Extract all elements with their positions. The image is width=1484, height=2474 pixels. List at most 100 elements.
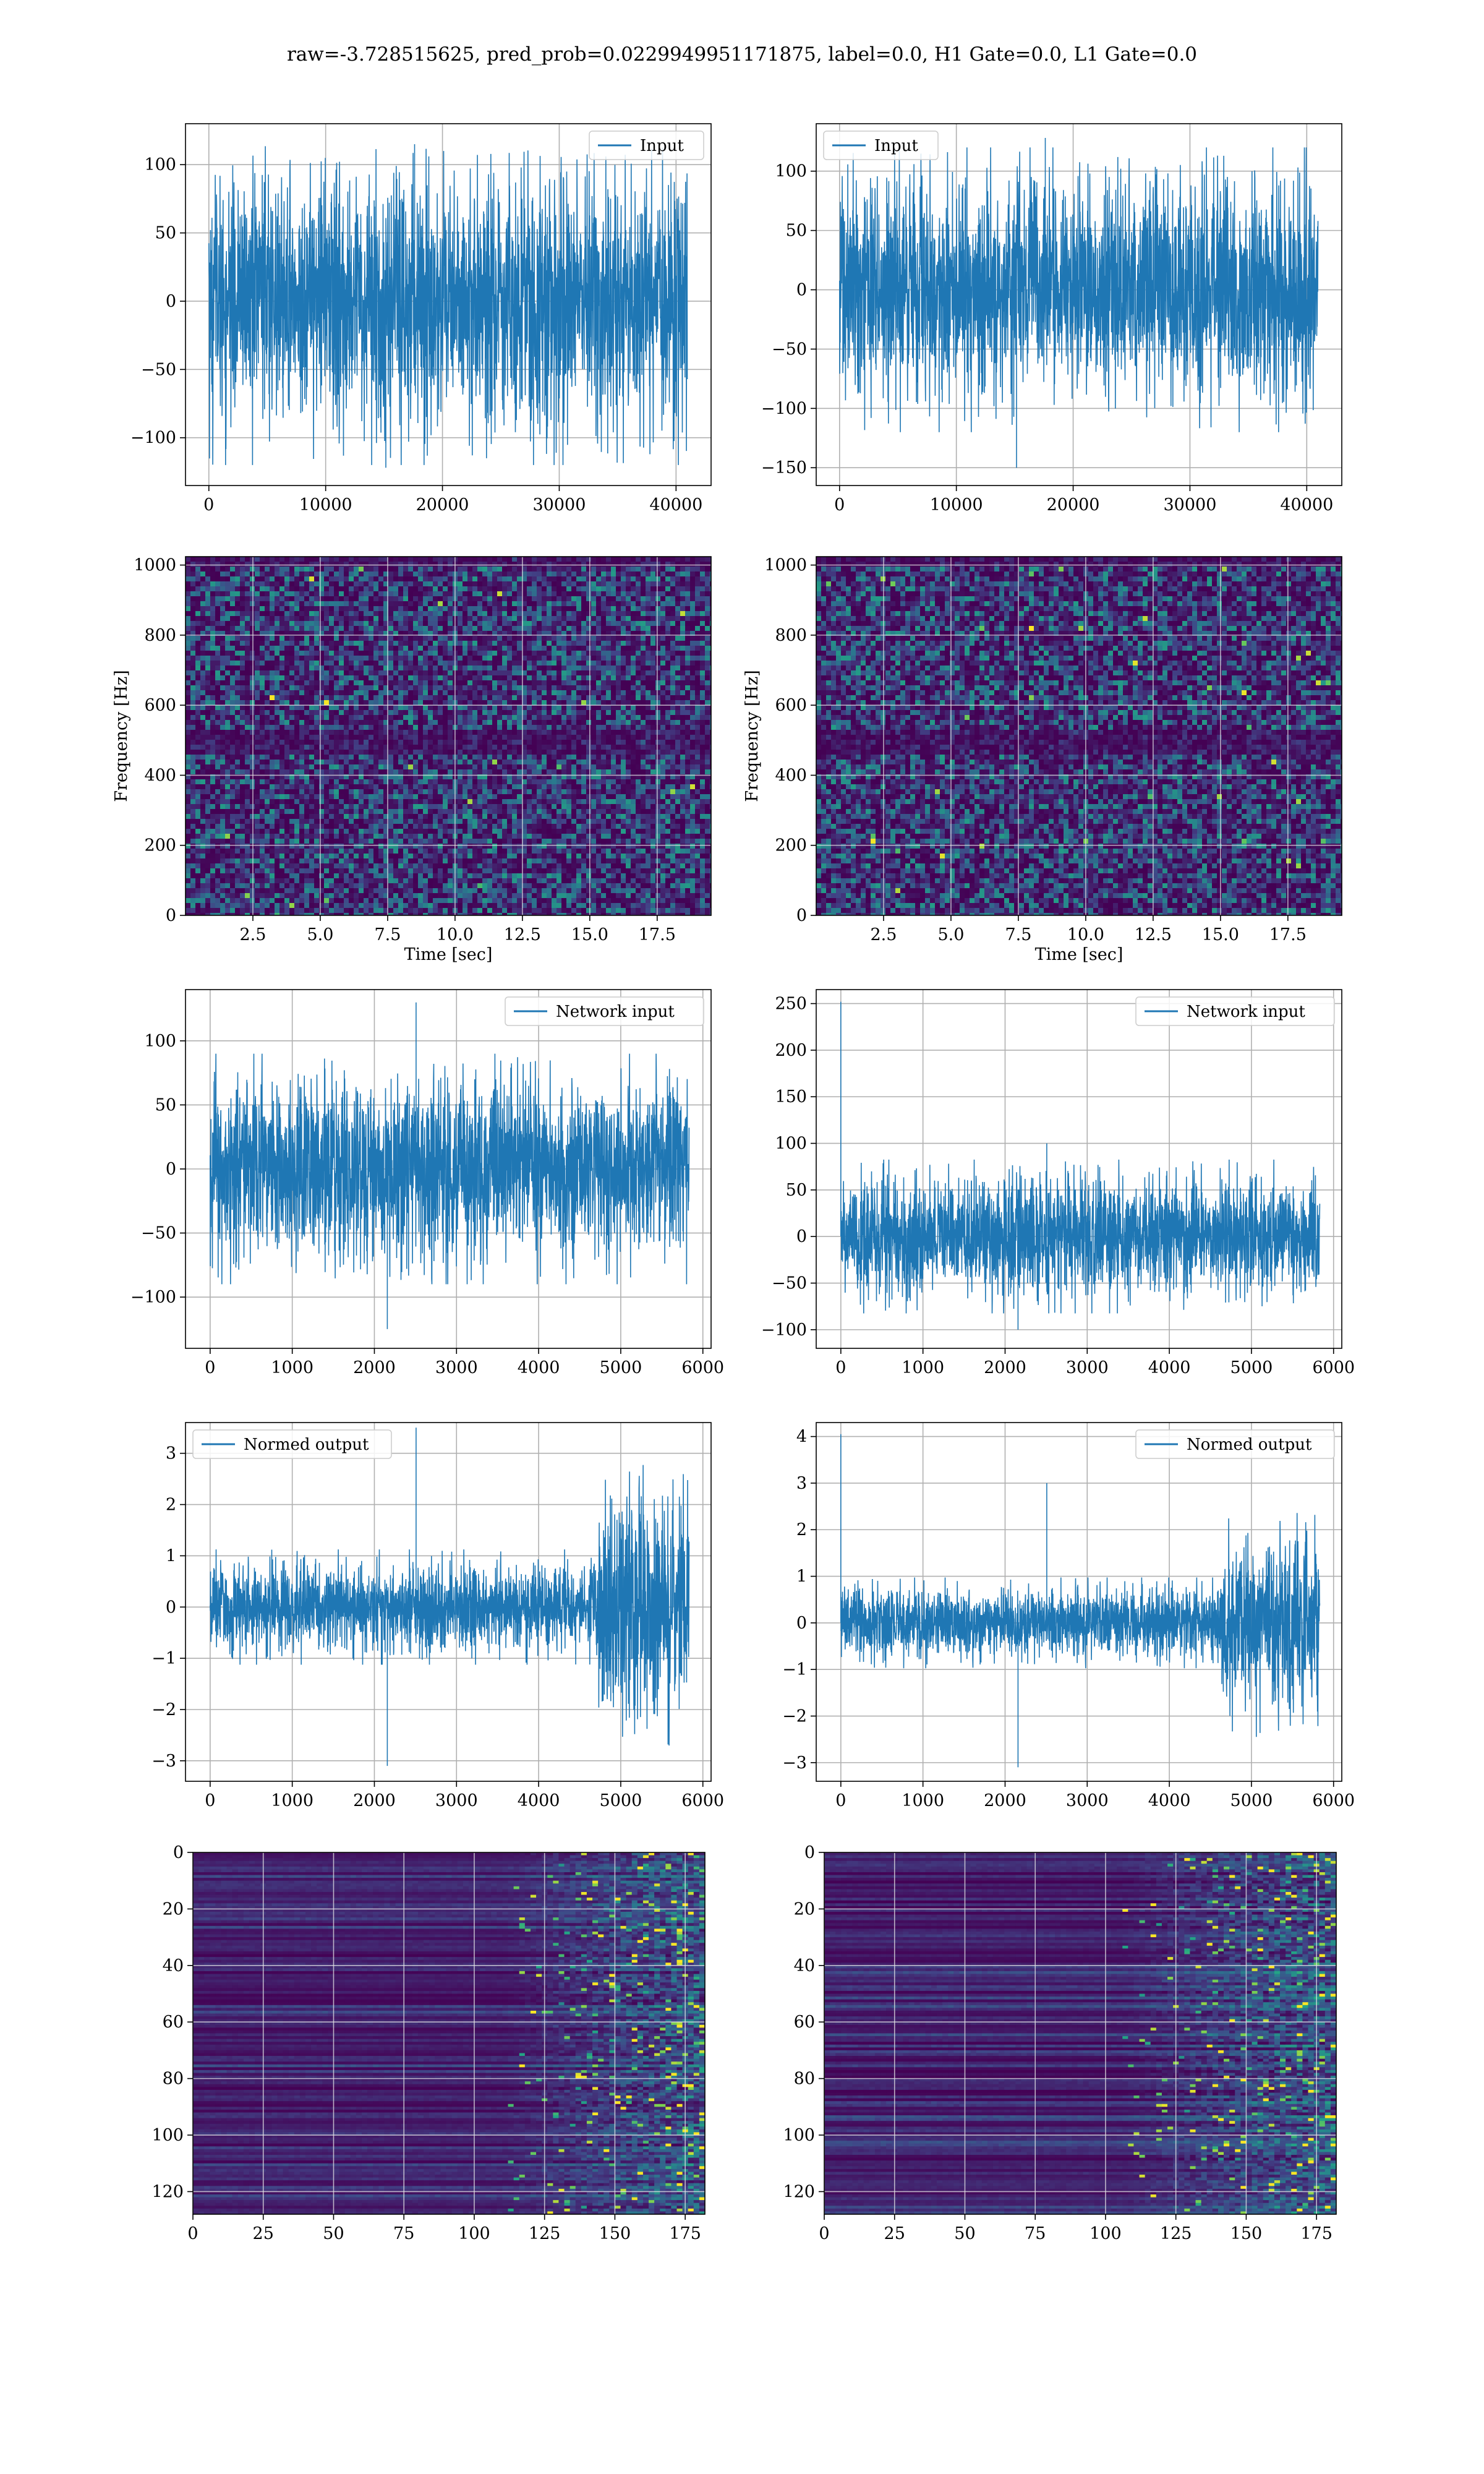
heatmap-cell <box>690 750 696 755</box>
heatmap-cell <box>566 626 572 631</box>
heatmap-cell <box>675 606 681 612</box>
heatmap-cell <box>497 616 503 622</box>
heatmap-cell <box>472 562 478 567</box>
heatmap-cell <box>245 606 250 612</box>
heatmap-cell <box>463 651 468 656</box>
heatmap-cell <box>626 740 631 745</box>
heatmap-cell <box>507 710 513 716</box>
heatmap-cell <box>304 562 310 567</box>
heatmap-cell <box>581 631 587 636</box>
heatmap-cell <box>650 755 656 760</box>
heatmap-cell <box>641 611 646 617</box>
heatmap-cell <box>423 769 429 775</box>
heatmap-cell <box>611 755 616 760</box>
heatmap-cell <box>477 601 483 607</box>
heatmap-cell <box>527 626 532 631</box>
heatmap-cell <box>626 764 631 770</box>
heatmap-cell <box>186 576 191 582</box>
heatmap-cell <box>284 586 290 592</box>
heatmap-cell <box>378 562 384 567</box>
heatmap-cell <box>359 557 364 562</box>
heatmap-cell <box>260 685 265 691</box>
heatmap-cell <box>299 764 305 770</box>
heatmap-cell <box>675 611 681 617</box>
heatmap-cell <box>655 596 661 602</box>
heatmap-cell <box>532 745 537 750</box>
heatmap-cell <box>611 695 616 701</box>
heatmap-cell <box>596 562 602 567</box>
heatmap-cell <box>443 576 448 582</box>
heatmap-cell <box>463 562 468 567</box>
heatmap-cell <box>467 567 473 572</box>
heatmap-cell <box>408 705 414 711</box>
heatmap-cell <box>596 750 602 755</box>
heatmap-cell <box>260 571 265 577</box>
heatmap-cell <box>655 705 661 711</box>
heatmap-cell <box>369 596 374 602</box>
heatmap-cell <box>650 567 656 572</box>
heatmap-cell <box>487 611 493 617</box>
heatmap-cell <box>284 735 290 740</box>
heatmap-cell <box>547 661 552 666</box>
heatmap-cell <box>606 685 612 691</box>
heatmap-cell <box>235 591 241 597</box>
heatmap-cell <box>235 745 241 750</box>
heatmap-cell <box>616 769 621 775</box>
heatmap-cell <box>556 656 562 661</box>
heatmap-cell <box>364 715 369 721</box>
heatmap-cell <box>641 779 646 785</box>
heatmap-cell <box>428 690 433 696</box>
heatmap-cell <box>695 715 701 721</box>
heatmap-cell <box>522 685 527 691</box>
heatmap-cell <box>319 646 325 651</box>
heatmap-cell <box>210 586 216 592</box>
heatmap-cell <box>319 596 325 602</box>
heatmap-cell <box>294 760 300 765</box>
heatmap-cell <box>477 779 483 785</box>
heatmap-cell <box>690 695 696 701</box>
heatmap-cell <box>314 616 320 622</box>
heatmap-cell <box>556 715 562 721</box>
heatmap-cell <box>552 720 557 726</box>
heatmap-cell <box>532 735 537 740</box>
heatmap-cell <box>260 666 265 671</box>
heatmap-cell <box>527 571 532 577</box>
heatmap-cell <box>275 567 280 572</box>
heatmap-cell <box>482 586 488 592</box>
heatmap-cell <box>428 745 433 750</box>
heatmap-cell <box>680 710 686 716</box>
heatmap-cell <box>695 680 701 686</box>
heatmap-cell <box>626 581 631 587</box>
heatmap-cell <box>517 621 522 627</box>
heatmap-cell <box>200 740 206 745</box>
heatmap-cell <box>576 576 582 582</box>
heatmap-cell <box>512 670 518 676</box>
heatmap-cell <box>556 769 562 775</box>
heatmap-cell <box>532 616 537 622</box>
heatmap-cell <box>210 596 216 602</box>
heatmap-cell <box>660 626 666 631</box>
heatmap-cell <box>304 725 310 730</box>
heatmap-cell <box>690 621 696 627</box>
heatmap-cell <box>324 680 330 686</box>
heatmap-cell <box>354 700 359 706</box>
heatmap-cell <box>690 740 696 745</box>
heatmap-cell <box>675 774 681 780</box>
heatmap-cell <box>304 685 310 691</box>
heatmap-cell <box>428 675 433 681</box>
heatmap-cell <box>596 755 602 760</box>
heatmap-cell <box>650 581 656 587</box>
heatmap-cell <box>354 779 359 785</box>
heatmap-cell <box>359 571 364 577</box>
heatmap-cell <box>423 562 429 567</box>
heatmap-cell <box>349 715 354 721</box>
heatmap-cell <box>359 715 364 721</box>
heatmap-cell <box>631 606 636 612</box>
heatmap-cell <box>482 705 488 711</box>
heatmap-cell <box>403 720 409 726</box>
heatmap-cell <box>220 591 226 597</box>
heatmap-cell <box>364 690 369 696</box>
heatmap-cell <box>260 636 265 641</box>
heatmap-cell <box>418 725 424 730</box>
heatmap-cell <box>581 740 587 745</box>
